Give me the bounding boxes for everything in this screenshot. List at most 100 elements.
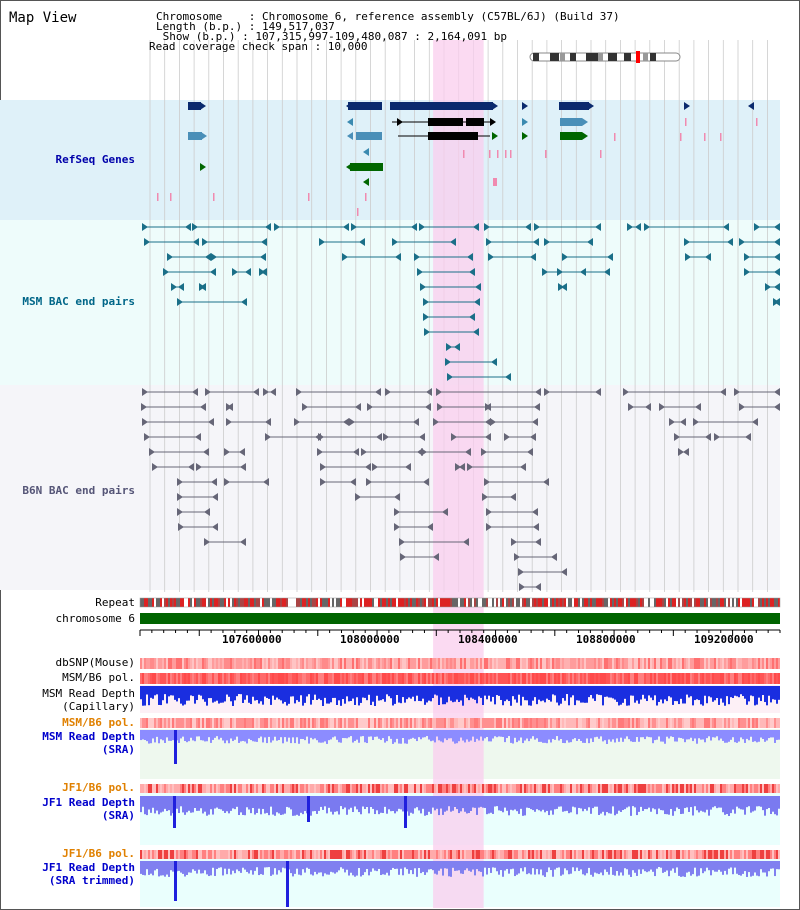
gene-feature[interactable]	[560, 132, 582, 140]
dbsnp-cell	[556, 658, 558, 669]
gene-strand-arrow	[774, 253, 780, 261]
jf1-trimmed-depth-bar	[594, 861, 596, 873]
msm-capillary-depth-bar	[308, 686, 310, 695]
msm-b6-pol-cell	[392, 673, 394, 684]
msm-b6-pol-cell	[482, 718, 484, 728]
jf1-b6-pol-cell	[740, 850, 742, 859]
msm-sra-depth-bar	[166, 730, 168, 738]
jf1-b6-pol-cell	[670, 850, 672, 859]
jf1-b6-pol-cell	[550, 784, 552, 793]
msm-sra-depth-bar	[408, 730, 410, 740]
gene-feature[interactable]	[428, 118, 463, 126]
jf1-b6-pol-cell	[210, 850, 212, 859]
jf1-b6-pol-cell	[510, 850, 512, 859]
jf1-b6-pol-cell	[344, 784, 346, 793]
jf1-trimmed-depth-bar	[458, 861, 460, 871]
jf1-b6-pol-cell	[192, 850, 194, 859]
dbsnp-cell	[190, 658, 192, 669]
jf1-trimmed-depth-bar	[156, 861, 158, 869]
repeat-block	[672, 598, 674, 607]
gene-feature[interactable]	[390, 102, 493, 110]
repeat-block	[210, 598, 212, 607]
gene-strand-arrow	[210, 268, 216, 276]
jf1-sra-depth-bar	[236, 796, 238, 807]
dbsnp-cell	[506, 658, 508, 669]
msm-capillary-depth-bar	[760, 686, 762, 702]
dbsnp-cell	[242, 658, 244, 669]
jf1-trimmed-depth-bar	[306, 861, 308, 868]
repeat-block	[620, 598, 622, 607]
jf1-b6-pol-cell	[176, 784, 178, 793]
jf1-b6-pol-cell	[434, 784, 436, 793]
dbsnp-cell	[656, 658, 658, 669]
jf1-trimmed-depth-bar	[346, 861, 348, 870]
repeat-block	[710, 598, 712, 607]
jf1-trimmed-depth-bar	[408, 861, 410, 874]
jf1-b6-pol-cell	[594, 784, 596, 793]
repeat-block	[192, 598, 194, 607]
gene-feature[interactable]	[428, 132, 478, 140]
highlight-region[interactable]	[433, 40, 484, 908]
gene-strand-arrow	[200, 403, 206, 411]
jf1-sra-depth-bar	[274, 796, 276, 816]
msm-b6-pol-cell	[408, 673, 410, 684]
jf1-trimmed-depth-bar	[304, 861, 306, 873]
gene-feature[interactable]	[560, 118, 582, 126]
jf1-sra-depth-bar	[300, 796, 302, 813]
jf1-trimmed-depth-bar	[196, 861, 198, 874]
jf1-sra-depth-bar	[514, 796, 516, 810]
jf1-trimmed-depth-bar	[540, 861, 542, 870]
dbsnp-cell	[602, 658, 604, 669]
msm-sra-depth-bar	[710, 730, 712, 741]
gene-strand-arrow	[420, 283, 426, 291]
jf1-trimmed-depth-bar	[264, 861, 266, 868]
msm-capillary-depth-bar	[586, 686, 588, 703]
dbsnp-cell	[648, 658, 650, 669]
jf1-b6-pol-cell	[324, 784, 326, 793]
msm-b6-pol-cell	[252, 718, 254, 728]
msm-sra-depth-bar	[708, 730, 710, 737]
msm-sra-depth-bar	[414, 730, 416, 739]
msm-b6-pol-cell	[416, 673, 418, 684]
gene-feature[interactable]	[559, 102, 589, 110]
jf1-b6-pol-cell	[508, 784, 510, 793]
jf1-sra-depth-bar	[324, 796, 326, 807]
msm-capillary-depth-bar	[222, 686, 224, 703]
msm-capillary-depth-bar	[574, 686, 576, 706]
jf1-trimmed-depth-bar	[768, 861, 770, 872]
jf1-trimmed-depth-bar	[494, 861, 496, 868]
gene-strand-arrow	[442, 508, 448, 516]
repeat-block	[536, 598, 538, 607]
jf1-b6-pol-cell	[642, 850, 644, 859]
jf1-b6-pol-cell	[546, 784, 548, 793]
jf1-sra-depth-bar	[776, 796, 778, 816]
gene-feature[interactable]	[466, 118, 484, 126]
jf1-sra-depth-bar	[206, 796, 208, 816]
msm-sra-depth-bar	[754, 730, 756, 742]
repeat-block	[564, 598, 566, 607]
msm-capillary-depth-bar	[452, 686, 454, 703]
msm-sra-depth-bar	[732, 730, 734, 738]
msm-capillary-depth-bar	[646, 686, 648, 702]
gene-feature[interactable]	[348, 102, 382, 110]
dbsnp-cell	[424, 658, 426, 669]
msm-sra-depth-bar	[692, 730, 694, 742]
jf1-trimmed-depth-bar	[252, 861, 254, 875]
jf1-b6-pol-cell	[280, 784, 282, 793]
gene-feature[interactable]	[188, 102, 201, 110]
repeat-track-border	[139, 597, 781, 608]
msm-b6-pol-cell	[662, 718, 664, 728]
gene-feature[interactable]	[356, 132, 382, 140]
jf1-b6-pol-cell	[708, 784, 710, 793]
msm-b6-pol-cell	[182, 718, 184, 728]
dbsnp-cell	[654, 658, 656, 669]
chromosome-bar	[140, 613, 780, 624]
jf1-b6-pol-cell	[532, 850, 534, 859]
gene-feature[interactable]	[188, 132, 202, 140]
jf1-b6-pol-cell	[516, 784, 518, 793]
gene-feature[interactable]	[350, 163, 383, 171]
msm-b6-pol-cell	[232, 673, 234, 684]
jf1-trimmed-depth-bar	[418, 861, 420, 869]
repeat-block	[390, 598, 392, 607]
